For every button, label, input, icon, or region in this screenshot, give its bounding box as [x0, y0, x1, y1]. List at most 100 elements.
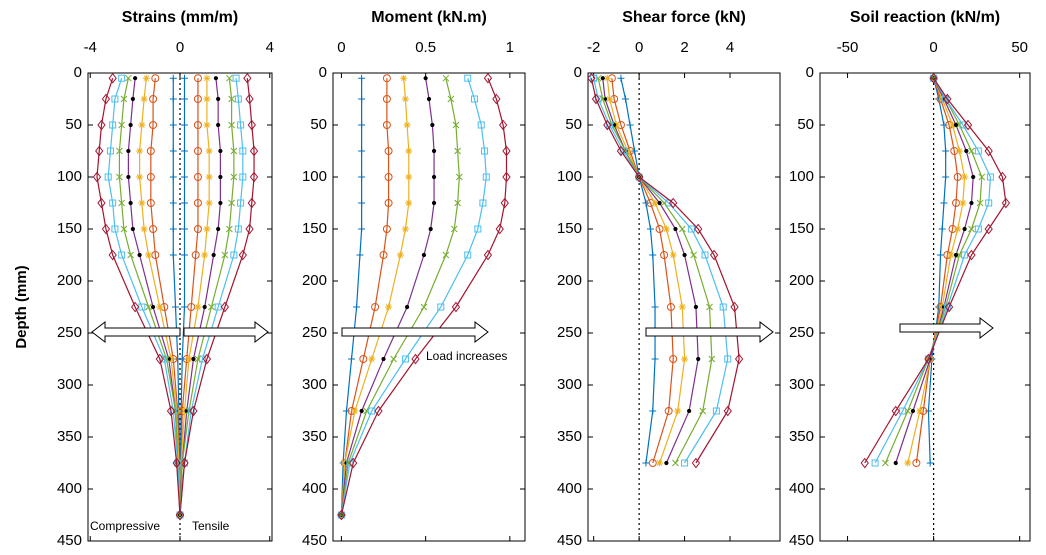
marker [228, 121, 235, 129]
marker [682, 252, 687, 258]
marker [193, 121, 202, 129]
marker [232, 74, 240, 82]
marker [455, 173, 463, 181]
marker [198, 355, 206, 363]
marker [247, 197, 256, 209]
marker [128, 200, 133, 206]
marker [626, 121, 634, 129]
marker [953, 252, 959, 258]
marker [734, 353, 744, 365]
marker [959, 121, 967, 129]
marker [893, 460, 898, 466]
marker [202, 304, 207, 310]
marker [382, 225, 391, 233]
marker [136, 173, 144, 181]
marker [912, 459, 921, 467]
marker [660, 251, 669, 259]
marker [174, 355, 182, 363]
marker [118, 121, 126, 129]
y-axis-label: Depth (mm) [13, 265, 30, 348]
marker [674, 407, 682, 415]
marker [140, 225, 148, 233]
marker [452, 121, 460, 129]
marker [249, 171, 259, 183]
marker [337, 509, 346, 521]
marker [656, 459, 664, 467]
marker [194, 355, 202, 363]
marker [234, 95, 242, 103]
marker [483, 249, 493, 261]
x-tick-label: 4 [266, 39, 274, 56]
annotation: Tensile [192, 519, 230, 533]
marker [947, 251, 955, 259]
marker [203, 121, 211, 129]
marker [651, 199, 659, 207]
marker [381, 356, 386, 362]
arrow [645, 320, 774, 344]
marker [719, 303, 727, 311]
marker [631, 147, 639, 155]
marker [180, 303, 188, 311]
marker [421, 252, 427, 258]
marker [187, 407, 195, 415]
panel-title: Soil reaction (kN/m) [850, 9, 1000, 26]
data-line [340, 78, 487, 516]
marker [203, 74, 211, 82]
marker [706, 303, 713, 311]
marker [358, 199, 366, 207]
marker [213, 76, 219, 81]
marker [464, 74, 472, 82]
y-tick-label: 450 [57, 532, 82, 549]
marker [97, 119, 106, 131]
marker [940, 199, 948, 207]
data-line [907, 77, 966, 464]
marker [405, 147, 413, 155]
marker [230, 173, 238, 181]
marker [237, 121, 245, 129]
arrow [91, 320, 181, 344]
marker [203, 225, 211, 233]
marker [205, 173, 213, 181]
x-tick-label: -50 [837, 39, 859, 56]
marker [962, 226, 967, 232]
marker [944, 301, 954, 313]
marker [451, 301, 461, 313]
marker [169, 173, 177, 181]
data-line [107, 78, 181, 516]
data-line [620, 78, 656, 464]
marker [662, 225, 670, 233]
marker [169, 95, 177, 103]
marker [216, 226, 221, 232]
marker [969, 200, 974, 206]
marker [243, 72, 252, 84]
marker [673, 226, 678, 232]
marker [133, 76, 138, 81]
marker [356, 251, 364, 259]
marker [426, 96, 432, 102]
marker [118, 251, 126, 259]
marker [202, 353, 212, 365]
data-line [927, 78, 947, 464]
marker [666, 303, 675, 311]
marker [208, 303, 215, 311]
y-tick-label: 350 [57, 428, 82, 445]
marker [974, 147, 982, 155]
marker [450, 225, 458, 233]
marker [871, 459, 879, 467]
marker [359, 355, 368, 363]
marker [245, 223, 254, 235]
marker [126, 148, 131, 154]
marker [621, 95, 629, 103]
marker [385, 303, 393, 311]
data-line [611, 78, 674, 464]
marker [358, 225, 366, 233]
y-tick-label: 150 [302, 220, 327, 237]
marker [495, 223, 504, 235]
x-tick-label: 0 [337, 39, 345, 56]
marker [180, 121, 188, 129]
marker [672, 459, 679, 467]
marker [942, 147, 950, 155]
marker [687, 408, 692, 414]
marker [431, 174, 437, 180]
data-line [874, 77, 992, 464]
